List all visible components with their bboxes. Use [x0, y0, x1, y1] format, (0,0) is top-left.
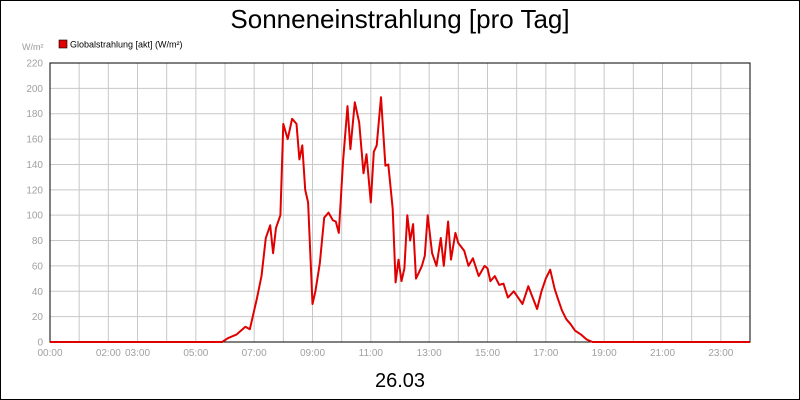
- y-tick-label: 100: [26, 211, 43, 222]
- y-tick-label: 160: [26, 135, 43, 146]
- y-tick-label: 200: [26, 84, 43, 95]
- plot-area-border: [49, 62, 751, 343]
- x-tick-label: 23:00: [708, 348, 733, 359]
- grid: [50, 63, 750, 342]
- x-tick-label: 15:00: [475, 348, 500, 359]
- y-tick-label: 40: [32, 287, 44, 298]
- y-tick-label: 180: [26, 109, 43, 120]
- chart-title: Sonneneinstrahlung [pro Tag]: [230, 4, 569, 34]
- y-tick-label: 220: [26, 59, 43, 70]
- y-tick-label: 140: [26, 160, 43, 171]
- x-tick-label: 07:00: [242, 348, 267, 359]
- y-tick-label: 80: [32, 236, 44, 247]
- x-tick-label: 02:00: [96, 348, 121, 359]
- x-tick-label: 19:00: [592, 348, 617, 359]
- x-tick-label: 17:00: [533, 348, 558, 359]
- x-tick-label: 00:00: [37, 348, 62, 359]
- y-tick-label: 120: [26, 185, 43, 196]
- y-tick-label: 20: [32, 312, 44, 323]
- x-tick-label: 13:00: [417, 348, 442, 359]
- legend: Globalstrahlung [akt] (W/m²): [58, 39, 183, 50]
- y-tick-label: 60: [32, 261, 44, 272]
- x-tick-label: 05:00: [183, 348, 208, 359]
- legend-swatch: [58, 39, 68, 49]
- legend-label: Globalstrahlung [akt] (W/m²): [70, 40, 183, 50]
- x-tick-label: 03:00: [125, 348, 150, 359]
- x-tick-label: 11:00: [359, 348, 384, 359]
- x-tick-label: 21:00: [650, 348, 675, 359]
- series-layer: [50, 96, 750, 343]
- y-unit-label: W/m²: [22, 42, 44, 52]
- x-tick-labels: 00:00 02:00 03:00 05:00 07:00 09:00 11:00 13:00…: [37, 348, 733, 359]
- y-tick-labels: 0 20 40 60 80 100 120 140 160 180 200 220: [26, 59, 43, 349]
- series-line-globalstrahlung: [50, 96, 750, 343]
- x-tick-label: 09:00: [300, 348, 325, 359]
- date-label: 26.03: [375, 370, 425, 392]
- y-tick-label: 0: [37, 338, 43, 349]
